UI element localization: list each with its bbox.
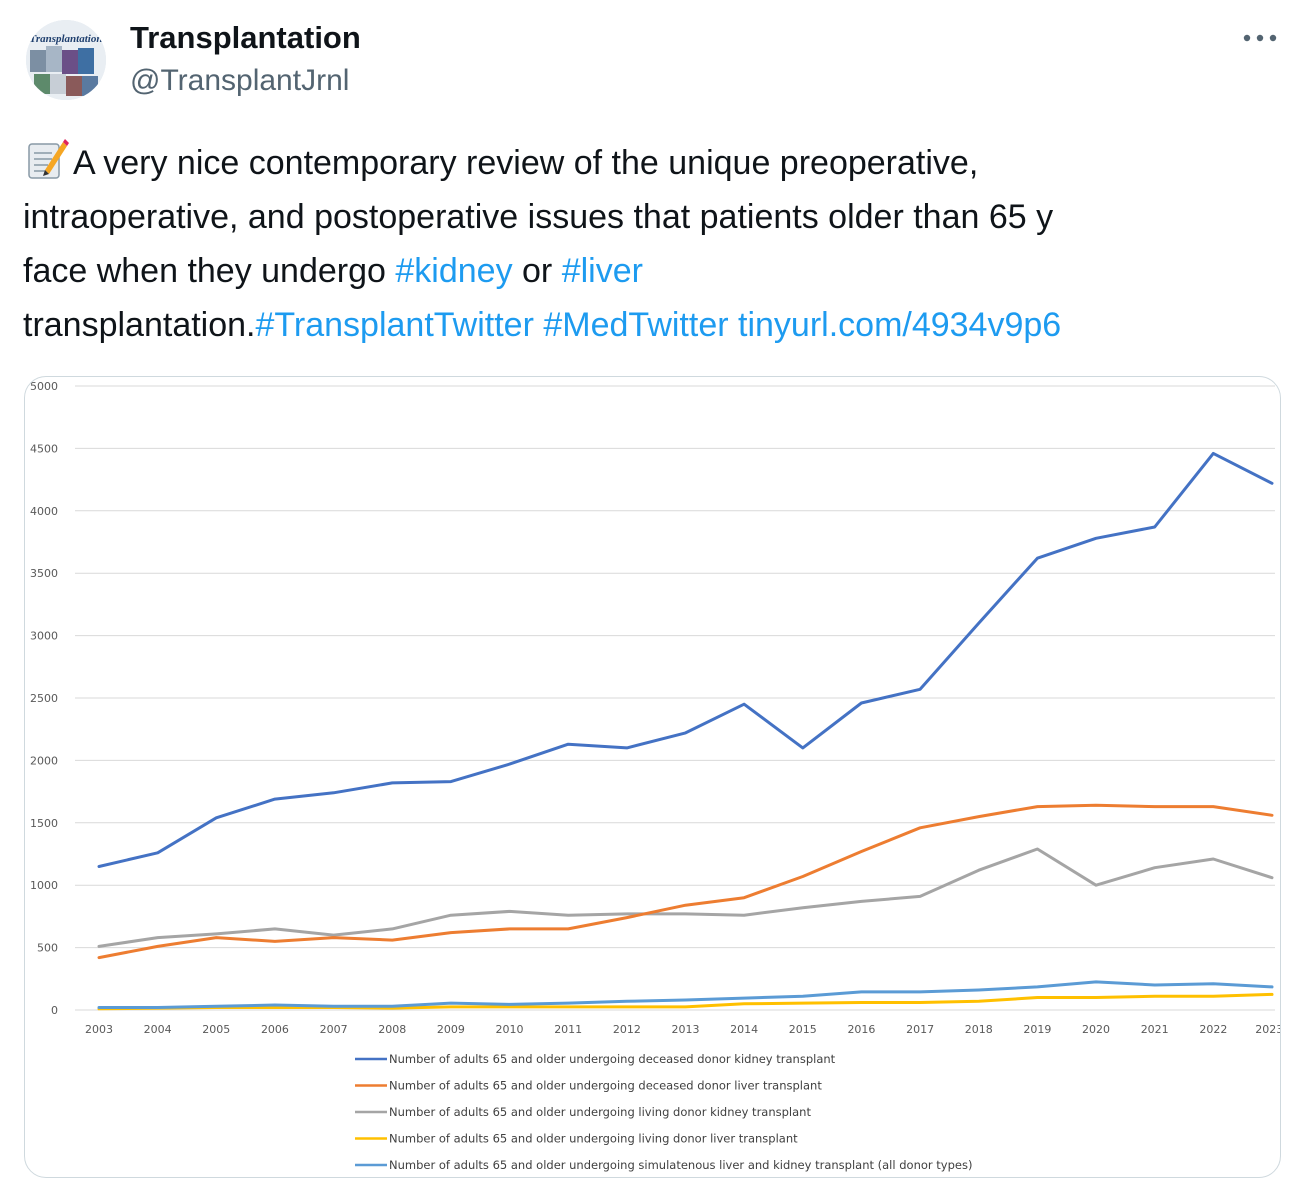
tinyurl-link[interactable]: tinyurl.com/4934v9p6 (738, 306, 1062, 344)
tweet-line-4: transplantation.#TransplantTwitter #MedT… (23, 298, 1283, 352)
legend-entry: Number of adults 65 and older undergoing… (389, 1052, 836, 1066)
tweet-line-4-prefix: transplantation. (23, 306, 256, 344)
svg-text:Transplantation: Transplantation (30, 33, 103, 45)
x-tick-label: 2014 (730, 1023, 758, 1036)
y-tick-label: 500 (37, 942, 58, 955)
x-tick-label: 2005 (202, 1023, 230, 1036)
x-tick-label: 2010 (496, 1023, 524, 1036)
tweet-line-3-prefix: face when they undergo (23, 252, 396, 290)
series-line (97, 803, 1274, 960)
y-tick-label: 4000 (30, 505, 58, 518)
y-tick-label: 5000 (30, 380, 58, 393)
x-tick-label: 2012 (613, 1023, 641, 1036)
x-tick-label: 2009 (437, 1023, 465, 1036)
more-options-button[interactable] (1236, 18, 1284, 58)
journal-cover-icon: Transplantation (26, 20, 106, 100)
tweet-line-1: A very nice contemporary review of the u… (23, 136, 1283, 190)
legend-entry: Number of adults 65 and older undergoing… (389, 1132, 798, 1146)
x-tick-label: 2019 (1023, 1023, 1051, 1036)
series-line (97, 847, 1274, 948)
x-tick-label: 2022 (1199, 1023, 1227, 1036)
tweet-line-2: intraoperative, and postoperative issues… (23, 198, 1054, 236)
line-chart: 0 500 1000 1500 2000 2500 3000 3500 4000 4500 5000… (30, 380, 1280, 1172)
y-tick-label: 3000 (30, 630, 58, 643)
y-tick-label: 1500 (30, 817, 58, 830)
series-line (97, 451, 1274, 868)
legend-entry: Number of adults 65 and older undergoing… (389, 1105, 811, 1119)
hashtag-transplanttwitter-link[interactable]: #TransplantTwitter (255, 306, 534, 344)
memo-icon (28, 139, 69, 179)
series-line (97, 980, 1274, 1009)
tweet-text: A very nice contemporary review of the u… (23, 136, 1283, 352)
tweet-line-1-text: A very nice contemporary review of the u… (73, 144, 979, 182)
x-tick-label: 2006 (261, 1023, 289, 1036)
x-tick-label: 2008 (378, 1023, 406, 1036)
x-tick-label: 2007 (320, 1023, 348, 1036)
y-tick-label: 3500 (30, 567, 58, 580)
y-tick-label: 2000 (30, 754, 58, 767)
x-tick-label: 2023* (1255, 1023, 1280, 1036)
x-tick-label: 2011 (554, 1023, 582, 1036)
x-tick-label: 2021 (1141, 1023, 1169, 1036)
media-card[interactable]: 0 500 1000 1500 2000 2500 3000 3500 4000 4500 5000… (24, 376, 1281, 1178)
hashtag-medtwitter-link[interactable]: #MedTwitter (543, 306, 729, 344)
series-line (97, 992, 1274, 1011)
hashtag-kidney-link[interactable]: #kidney (395, 252, 513, 290)
y-tick-label: 4500 (30, 442, 58, 455)
y-tick-label: 0 (51, 1004, 58, 1017)
author-name[interactable]: Transplantation (130, 20, 361, 55)
more-dots-icon (1243, 34, 1277, 42)
tweet-line-3: face when they undergo #kidney or #liver (23, 244, 1283, 298)
legend-entry: Number of adults 65 and older undergoing… (389, 1079, 822, 1093)
x-tick-label: 2013 (672, 1023, 700, 1036)
y-tick-label: 2500 (30, 692, 58, 705)
tweet-line-3-mid: or (512, 252, 562, 290)
x-tick-label: 2017 (906, 1023, 934, 1036)
hashtag-liver-link[interactable]: #liver (561, 252, 643, 290)
x-tick-label: 2016 (847, 1023, 875, 1036)
x-tick-label: 2018 (965, 1023, 993, 1036)
x-tick-label: 2004 (144, 1023, 172, 1036)
avatar[interactable]: Transplantation (26, 20, 106, 100)
x-tick-label: 2020 (1082, 1023, 1110, 1036)
x-tick-label: 2003 (85, 1023, 113, 1036)
author-handle[interactable]: @TransplantJrnl (130, 64, 350, 97)
y-tick-label: 1000 (30, 879, 58, 892)
x-tick-label: 2015 (789, 1023, 817, 1036)
legend-entry: Number of adults 65 and older undergoing… (389, 1158, 972, 1172)
